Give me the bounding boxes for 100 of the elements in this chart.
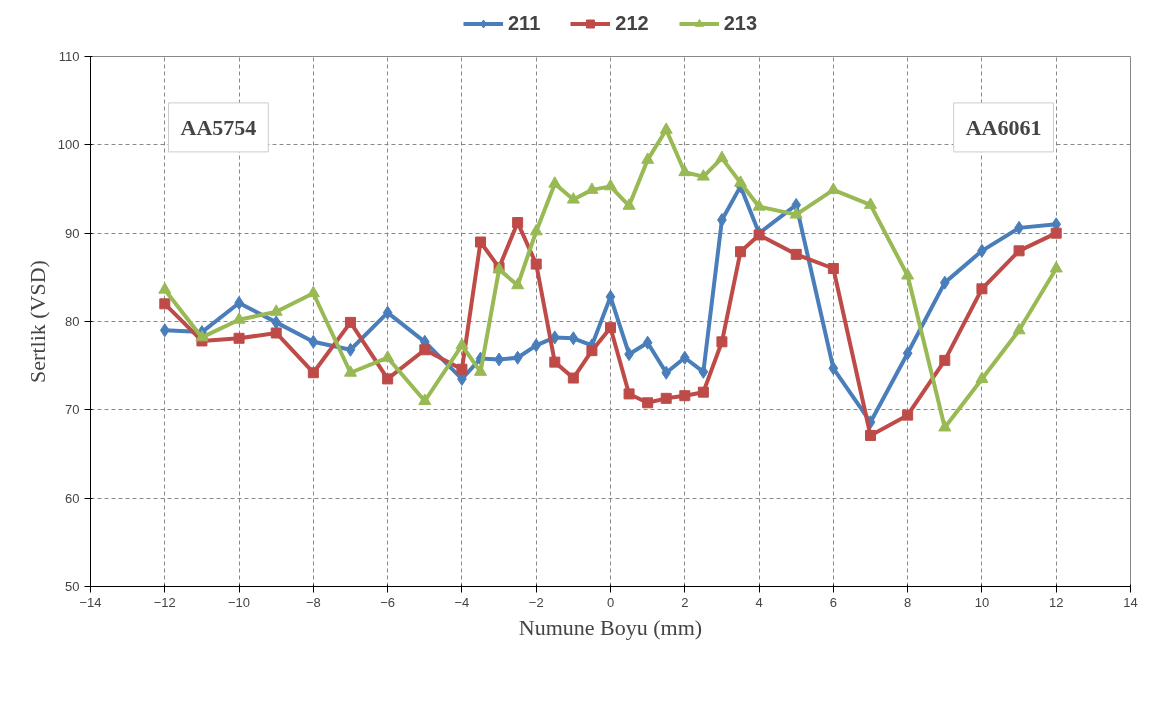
point xyxy=(827,263,839,274)
point xyxy=(512,217,524,229)
point xyxy=(270,327,282,339)
point xyxy=(901,268,915,280)
point xyxy=(605,322,616,334)
point xyxy=(271,315,282,330)
x-tick-label: 2 xyxy=(681,594,689,610)
y-tick-label: 90 xyxy=(65,225,80,241)
point xyxy=(939,354,951,366)
point xyxy=(511,277,525,290)
point xyxy=(567,372,579,384)
point xyxy=(456,363,468,375)
point xyxy=(306,285,320,298)
x-tick-label: 10 xyxy=(974,594,990,610)
point xyxy=(864,197,877,209)
annotation: AA6061 xyxy=(965,114,1042,140)
point xyxy=(679,350,690,365)
annotation: AA5754 xyxy=(180,114,257,140)
point xyxy=(642,335,653,350)
point xyxy=(307,367,319,379)
point xyxy=(939,275,950,290)
point xyxy=(382,373,394,385)
point xyxy=(548,176,562,188)
point xyxy=(1012,322,1026,335)
y-tick-label: 80 xyxy=(65,314,80,329)
point xyxy=(512,350,523,365)
point xyxy=(752,199,766,211)
point xyxy=(269,304,283,316)
legend-label: 211 xyxy=(507,11,541,35)
point xyxy=(1049,261,1063,273)
point xyxy=(716,336,728,348)
point xyxy=(642,397,654,409)
x-tick-label: −6 xyxy=(380,594,396,610)
point xyxy=(475,236,486,248)
point xyxy=(623,388,635,400)
x-tick-label: −12 xyxy=(153,594,176,610)
point xyxy=(938,420,952,432)
point xyxy=(529,223,543,236)
x-tick-label: −14 xyxy=(79,594,102,610)
point xyxy=(159,298,171,310)
legend-label: 213 xyxy=(723,11,758,35)
point xyxy=(715,150,729,163)
x-tick-label: −2 xyxy=(528,594,544,610)
point xyxy=(530,258,542,270)
x-tick-label: 8 xyxy=(904,594,912,610)
point xyxy=(679,390,691,402)
point xyxy=(604,178,617,191)
point xyxy=(696,169,710,181)
point xyxy=(566,192,580,204)
point xyxy=(975,371,989,383)
point xyxy=(661,365,672,380)
x-tick-label: 6 xyxy=(829,594,837,610)
point xyxy=(586,345,598,357)
point xyxy=(902,346,913,361)
point xyxy=(659,122,673,134)
point xyxy=(605,289,616,304)
point xyxy=(697,386,709,398)
legend-label: 212 xyxy=(615,11,649,35)
point xyxy=(308,334,319,349)
point xyxy=(345,316,356,328)
point xyxy=(865,429,876,441)
x-tick-label: 0 xyxy=(606,594,615,610)
point xyxy=(549,356,561,368)
point xyxy=(641,152,655,164)
point xyxy=(418,393,432,405)
point xyxy=(734,175,747,187)
point xyxy=(660,392,672,404)
point xyxy=(585,182,599,194)
point xyxy=(159,323,170,338)
point xyxy=(382,305,393,320)
point xyxy=(902,409,914,421)
point xyxy=(1050,227,1062,239)
y-tick-label: 110 xyxy=(58,49,80,64)
x-tick-label: 12 xyxy=(1048,594,1064,610)
point xyxy=(828,361,839,376)
x-tick-label: −4 xyxy=(454,594,470,610)
point xyxy=(232,312,246,324)
x-tick-label: −8 xyxy=(305,594,321,610)
y-tick-label: 70 xyxy=(65,402,80,418)
point xyxy=(531,338,542,353)
x-tick-label: 14 xyxy=(1123,594,1138,610)
point xyxy=(195,329,209,342)
point xyxy=(976,283,988,295)
point xyxy=(474,364,487,376)
point xyxy=(381,350,395,362)
point xyxy=(1013,245,1025,257)
x-tick-label: 4 xyxy=(755,594,763,610)
y-axis-title: Sertlik (VSD) xyxy=(24,260,50,383)
point xyxy=(789,207,803,219)
x-axis-title: Numune Boyu (mm) xyxy=(518,614,703,640)
point xyxy=(344,365,357,377)
point xyxy=(158,282,172,294)
point xyxy=(826,182,840,194)
point xyxy=(790,248,802,260)
point xyxy=(735,246,746,258)
point xyxy=(345,342,356,357)
point xyxy=(233,332,245,344)
point xyxy=(622,198,636,210)
y-tick-label: 50 xyxy=(65,579,80,594)
y-tick-label: 100 xyxy=(57,137,80,153)
